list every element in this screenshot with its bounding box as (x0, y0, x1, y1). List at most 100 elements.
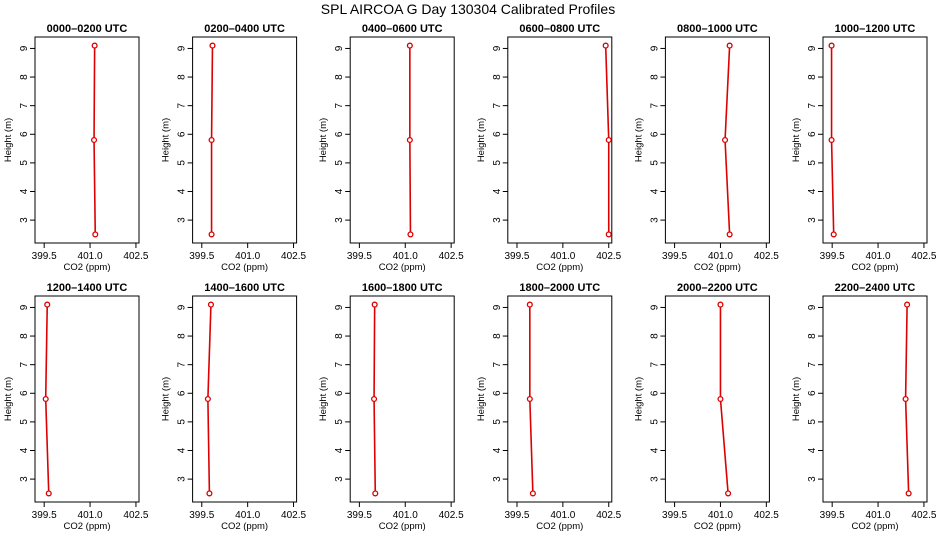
profile-point (605, 136, 612, 144)
profile-panel: 1200–1400 UTC 399.5 401.0 402.5 3 4 5 6 7 8 9 CO2 (… (3, 282, 149, 532)
y-tick-label: 8 (19, 74, 30, 80)
y-tick-label: 4 (334, 188, 345, 194)
y-tick-label: 7 (649, 361, 660, 367)
profile-point (44, 301, 51, 308)
y-tick-label: 6 (177, 390, 188, 396)
panel-title: 2000–2200 UTC (677, 282, 758, 294)
y-tick-label: 8 (334, 333, 345, 339)
y-tick-label: 6 (807, 131, 818, 137)
x-tick-label: 399.5 (504, 251, 529, 262)
x-tick-label: 401.0 (708, 251, 733, 262)
profile-point (830, 231, 837, 238)
y-axis-label: Height (m) (161, 118, 172, 162)
panel-title: 1200–1400 UTC (47, 282, 128, 294)
y-tick-label: 9 (334, 45, 345, 51)
y-tick-label: 4 (807, 188, 818, 194)
y-tick-label: 5 (177, 419, 188, 425)
profile-point (717, 301, 724, 308)
y-tick-label: 4 (334, 447, 345, 453)
y-tick-label: 3 (19, 476, 30, 482)
y-tick-label: 4 (492, 447, 503, 453)
profile-point (208, 136, 215, 144)
panel-title: 1600–1800 UTC (362, 282, 443, 294)
y-tick-label: 3 (492, 217, 503, 223)
x-tick-label: 401.0 (235, 510, 260, 521)
x-tick-label: 402.5 (911, 510, 936, 521)
y-tick-label: 3 (19, 217, 30, 223)
profile-panel: 0400–0600 UTC 399.5 401.0 402.5 3 4 5 6 7 8 9 CO2 (… (318, 23, 464, 273)
profile-point (42, 395, 49, 403)
profile-panel: 1800–2000 UTC 399.5 401.0 402.5 3 4 5 6 7 8 9 CO2 (… (476, 282, 622, 532)
x-tick-label: 399.5 (32, 510, 57, 521)
x-tick-label: 399.5 (820, 251, 845, 262)
x-tick-label: 402.5 (754, 510, 779, 521)
plot-frame (34, 36, 140, 244)
profile-point (372, 490, 379, 497)
profile-point (371, 395, 378, 403)
y-tick-label: 9 (807, 304, 818, 310)
x-axis-label: CO2 (ppm) (64, 521, 111, 532)
plot-frame (507, 295, 613, 503)
panel-title: 0400–0600 UTC (362, 23, 443, 35)
y-tick-label: 5 (492, 419, 503, 425)
x-tick-label: 401.0 (550, 510, 575, 521)
plot-frame (349, 36, 455, 244)
x-axis-label: CO2 (ppm) (64, 262, 111, 273)
y-tick-label: 4 (177, 447, 188, 453)
profile-point (209, 42, 216, 49)
y-tick-label: 4 (19, 188, 30, 194)
x-tick-label: 399.5 (662, 251, 687, 262)
x-axis-label: CO2 (ppm) (852, 521, 899, 532)
y-tick-label: 8 (649, 74, 660, 80)
y-axis-label: Height (m) (318, 118, 329, 162)
x-tick-label: 401.0 (866, 510, 891, 521)
y-axis-label: Height (m) (161, 377, 172, 421)
y-tick-label: 9 (19, 304, 30, 310)
y-tick-label: 5 (334, 160, 345, 166)
profile-point (204, 395, 211, 403)
x-tick-label: 402.5 (596, 510, 621, 521)
y-tick-label: 4 (492, 188, 503, 194)
y-axis-label: Height (m) (791, 377, 802, 421)
x-tick-label: 402.5 (281, 251, 306, 262)
y-tick-label: 7 (492, 361, 503, 367)
y-tick-label: 8 (492, 333, 503, 339)
y-axis-label: Height (m) (3, 118, 14, 162)
y-tick-label: 3 (807, 217, 818, 223)
panel-title: 0200–0400 UTC (204, 23, 285, 35)
profile-panel: 2000–2200 UTC 399.5 401.0 402.5 3 4 5 6 7 8 9 CO2 (… (633, 282, 779, 532)
y-tick-label: 9 (177, 304, 188, 310)
profile-point (206, 490, 213, 497)
profile-panel: 0800–1000 UTC 399.5 401.0 402.5 3 4 5 6 7 8 9 CO2 (… (633, 23, 779, 273)
y-tick-label: 7 (19, 102, 30, 108)
profile-point (529, 490, 536, 497)
y-tick-label: 6 (334, 131, 345, 137)
y-tick-label: 7 (177, 361, 188, 367)
y-tick-label: 8 (807, 74, 818, 80)
plot-frame (507, 36, 613, 244)
profile-point (726, 42, 733, 49)
y-tick-label: 7 (492, 102, 503, 108)
y-axis-label: Height (m) (476, 377, 487, 421)
x-tick-label: 399.5 (662, 510, 687, 521)
y-tick-label: 8 (177, 333, 188, 339)
y-axis-label: Height (m) (318, 377, 329, 421)
profile-point (526, 395, 533, 403)
y-tick-label: 6 (19, 390, 30, 396)
y-tick-label: 9 (492, 304, 503, 310)
y-tick-label: 6 (492, 390, 503, 396)
y-tick-label: 9 (649, 304, 660, 310)
plot-frame (349, 295, 455, 503)
profile-point (721, 136, 729, 144)
y-tick-label: 5 (649, 419, 660, 425)
x-tick-label: 402.5 (596, 251, 621, 262)
x-tick-label: 402.5 (123, 251, 148, 262)
y-tick-label: 7 (334, 361, 345, 367)
x-tick-label: 401.0 (550, 251, 575, 262)
y-tick-label: 7 (807, 102, 818, 108)
plot-frame (192, 295, 298, 503)
y-tick-label: 8 (177, 74, 188, 80)
x-tick-label: 402.5 (439, 251, 464, 262)
y-tick-label: 5 (492, 160, 503, 166)
